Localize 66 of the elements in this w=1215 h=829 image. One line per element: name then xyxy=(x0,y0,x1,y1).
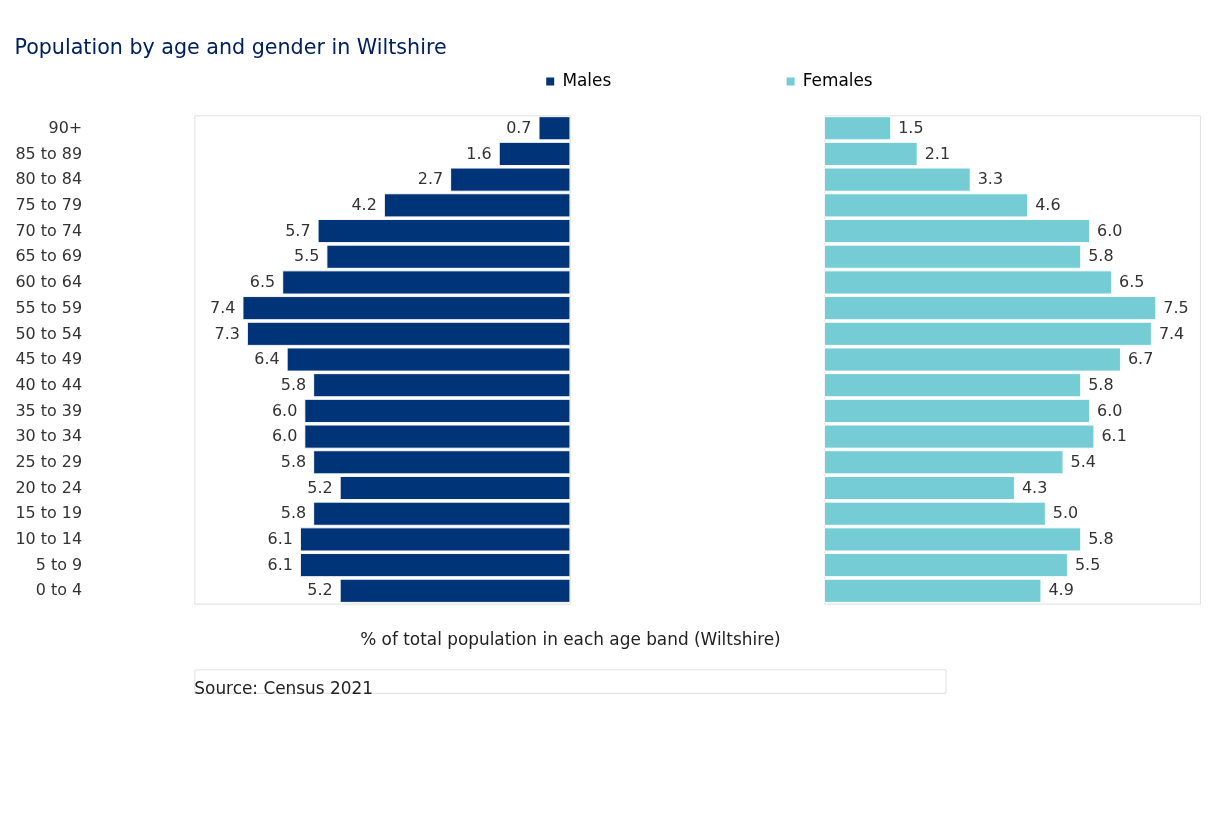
data-label: 5.5 xyxy=(1074,554,1101,574)
bar xyxy=(823,578,1042,603)
data-label: 5.8 xyxy=(1088,374,1114,394)
data-label: 6.5 xyxy=(249,272,276,292)
data-label: 5.8 xyxy=(1088,246,1114,266)
data-label: 5.8 xyxy=(1088,529,1114,549)
data-label: 4.6 xyxy=(1035,195,1061,215)
chart-title: Population by age and gender in Wiltshire xyxy=(14,34,447,59)
legend-label: Males xyxy=(562,70,612,91)
data-label: 6.0 xyxy=(1097,220,1123,240)
y-tick-label: 85 to 89 xyxy=(15,143,83,163)
y-tick-label: 80 to 84 xyxy=(15,169,83,189)
data-label: 5.8 xyxy=(280,374,307,394)
data-label: 7.4 xyxy=(1158,323,1185,343)
bar xyxy=(823,116,892,141)
data-label: 6.1 xyxy=(1101,426,1127,446)
data-label: 4.2 xyxy=(351,195,377,215)
data-label: 5.5 xyxy=(294,246,320,266)
data-label: 5.4 xyxy=(1070,452,1096,471)
data-label: 7.4 xyxy=(210,297,236,317)
y-tick-label: 40 to 44 xyxy=(15,374,83,394)
data-label: 4.3 xyxy=(1021,477,1048,497)
data-label: 5.2 xyxy=(307,477,333,497)
data-label: 5.2 xyxy=(307,580,333,600)
data-label: 6.0 xyxy=(1097,400,1123,420)
bar xyxy=(538,116,571,141)
y-tick-label: 10 to 14 xyxy=(15,529,83,549)
data-label: 6.1 xyxy=(267,529,293,549)
y-tick-label: 45 to 49 xyxy=(15,349,83,369)
data-label: 5.8 xyxy=(280,503,307,523)
y-tick-label: 60 to 64 xyxy=(15,272,83,292)
data-label: 6.0 xyxy=(271,426,298,446)
y-tick-label: 30 to 34 xyxy=(15,426,83,446)
y-tick-label: 75 to 79 xyxy=(15,195,83,215)
y-tick-label: 70 to 74 xyxy=(15,220,83,240)
data-label: 7.3 xyxy=(214,323,240,343)
y-tick-label: 15 to 19 xyxy=(15,503,83,523)
data-label: 5.8 xyxy=(280,452,307,471)
y-tick-label: 20 to 24 xyxy=(15,477,83,497)
data-label: 1.6 xyxy=(466,143,492,163)
data-label: 4.9 xyxy=(1048,580,1074,600)
data-label: 5.0 xyxy=(1052,503,1079,523)
data-label: 6.0 xyxy=(271,400,298,420)
data-label: 6.5 xyxy=(1119,272,1145,292)
y-tick-label: 5 to 9 xyxy=(35,554,83,574)
x-axis-title: % of total population in each age band (Wiltshire) xyxy=(360,629,781,650)
data-label: 6.4 xyxy=(254,349,280,369)
data-label: 6.7 xyxy=(1127,349,1154,369)
y-tick-label: 50 to 54 xyxy=(15,323,83,343)
data-label: 5.7 xyxy=(285,220,311,240)
y-tick-label: 90+ xyxy=(48,117,83,137)
data-label: 0.7 xyxy=(506,117,532,137)
data-label: 1.5 xyxy=(898,117,924,137)
data-label: 2.7 xyxy=(417,169,444,189)
y-tick-label: 0 to 4 xyxy=(35,580,83,600)
source-note: Source: Census 2021 xyxy=(194,678,373,699)
data-label: 2.1 xyxy=(924,143,951,163)
data-label: 3.3 xyxy=(977,169,1004,189)
data-label: 6.1 xyxy=(267,554,293,574)
data-label: 7.5 xyxy=(1163,297,1189,317)
legend-label: Females xyxy=(802,70,873,91)
y-tick-label: 35 to 39 xyxy=(15,400,83,420)
y-tick-label: 65 to 69 xyxy=(15,246,83,266)
y-tick-label: 55 to 59 xyxy=(15,297,83,317)
bar xyxy=(339,578,571,603)
y-tick-label: 25 to 29 xyxy=(15,452,83,471)
